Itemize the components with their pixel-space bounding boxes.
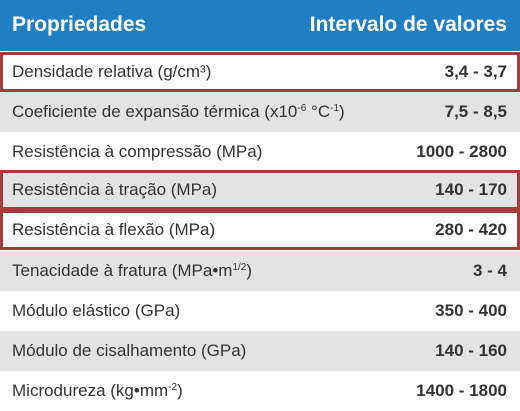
table-row-compressive-strength: Resistência à compressão (MPa) 1000 - 28… <box>0 132 520 172</box>
row-label: Coeficiente de expansão térmica (x10-6 °… <box>12 102 345 121</box>
row-label: Módulo elástico (GPa) <box>12 301 181 320</box>
row-value: 7,5 - 8,5 <box>444 102 507 121</box>
row-value: 1000 - 2800 <box>416 142 507 161</box>
table-row-fracture-toughness: Tenacidade à fratura (MPa•m1/2) 3 - 4 <box>0 251 520 291</box>
table-header: Propriedades Intervalo de valores <box>0 0 520 51</box>
row-label: Módulo de cisalhamento (GPa) <box>12 341 247 360</box>
table-row-shear-modulus: Módulo de cisalhamento (GPa) 140 - 160 <box>0 331 520 371</box>
table-row-microhardness: Microdureza (kg•mm-2) 1400 - 1800 <box>0 371 520 411</box>
row-value: 3,4 - 3,7 <box>444 62 507 81</box>
row-label: Densidade relativa (g/cm³) <box>12 62 212 81</box>
table-row-elastic-modulus: Módulo elástico (GPa) 350 - 400 <box>0 291 520 331</box>
table-row-tensile-strength: Resistência à tração (MPa) 140 - 170 <box>0 170 520 210</box>
row-value: 350 - 400 <box>435 301 507 320</box>
header-properties: Propriedades <box>12 13 147 36</box>
row-value: 1400 - 1800 <box>416 381 507 400</box>
row-label: Microdureza (kg•mm-2) <box>12 381 183 400</box>
row-value: 280 - 420 <box>435 220 507 239</box>
table-row-density: Densidade relativa (g/cm³) 3,4 - 3,7 <box>0 52 520 92</box>
header-value-range: Intervalo de valores <box>309 13 507 36</box>
row-value: 3 - 4 <box>472 261 507 280</box>
row-label: Resistência à tração (MPa) <box>12 180 218 199</box>
table-row-thermal-expansion: Coeficiente de expansão térmica (x10-6 °… <box>0 92 520 132</box>
row-value: 140 - 170 <box>435 180 507 199</box>
row-label: Tenacidade à fratura (MPa•m1/2) <box>12 261 253 280</box>
row-label: Resistência à compressão (MPa) <box>12 142 263 161</box>
table-row-flexural-strength: Resistência à flexão (MPa) 280 - 420 <box>0 210 520 250</box>
row-value: 140 - 160 <box>435 341 507 360</box>
row-label: Resistência à flexão (MPa) <box>12 220 216 239</box>
